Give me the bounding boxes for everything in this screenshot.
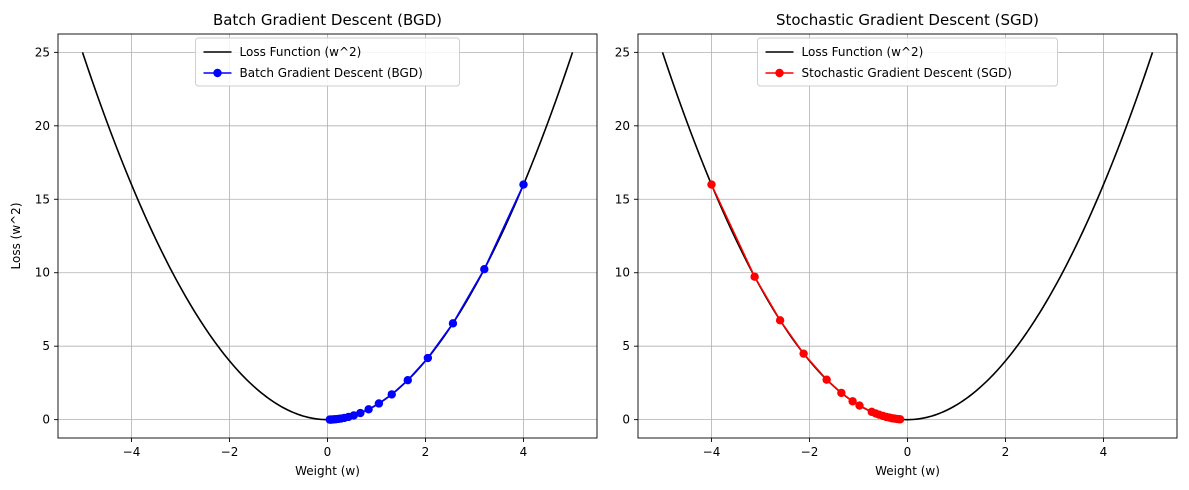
- y-tick-label-5: 25: [615, 45, 630, 59]
- x-axis-label: Weight (w): [875, 464, 940, 478]
- descent-point-4: [822, 375, 831, 384]
- descent-point-0: [707, 180, 716, 189]
- subplot-bgd: −4 −2 0 2 4 0 5 10 15 20 25 Batch Gradient Descent …: [9, 11, 598, 478]
- x-tick-label-0: −4: [703, 445, 721, 459]
- x-tick-label-3: 2: [1002, 445, 1010, 459]
- legend-loss-label: Loss Function (w^2): [240, 45, 362, 59]
- x-tick-label-2: 0: [904, 445, 912, 459]
- x-tick-label-1: −2: [801, 445, 819, 459]
- subplot-sgd: −4 −2 0 2 4 0 5 10 15 20 25 Stochastic Gradient Des…: [615, 11, 1178, 478]
- y-tick-label-0: 0: [622, 413, 630, 427]
- y-tick-label-4: 20: [615, 119, 630, 133]
- x-tick-label-1: −2: [221, 445, 239, 459]
- descent-point-2: [448, 319, 458, 328]
- y-tick-label-2: 10: [615, 266, 630, 280]
- descent-point-6: [374, 399, 384, 408]
- legend-path-label: Stochastic Gradient Descent (SGD): [802, 66, 1012, 80]
- legend-path-marker: [213, 68, 222, 78]
- descent-path-line: [329, 184, 525, 421]
- y-tick-label-5: 25: [35, 45, 50, 59]
- descent-point-2: [775, 316, 785, 325]
- legend: Loss Function (w^2) Stochastic Gradient D…: [757, 37, 1058, 87]
- legend-box: [195, 37, 460, 87]
- y-axis-label: Loss (w^2): [9, 202, 23, 269]
- descent-point-0: [519, 180, 528, 189]
- descent-point-5: [837, 388, 846, 398]
- y-tick-label-1: 5: [622, 339, 630, 353]
- descent-point-7: [364, 405, 373, 414]
- legend-path-marker: [775, 68, 784, 78]
- y-tick-label-1: 5: [42, 339, 50, 353]
- descent-point-20: [325, 415, 334, 424]
- descent-point-1: [750, 272, 759, 281]
- y-tick-label-3: 15: [35, 192, 50, 206]
- x-tick-label-3: 2: [422, 445, 430, 459]
- descent-path-line: [710, 184, 901, 421]
- y-tick-label-4: 20: [35, 119, 50, 133]
- descent-point-5: [387, 390, 396, 399]
- descent-point-3: [423, 353, 433, 363]
- descent-point-18: [895, 415, 905, 424]
- legend-box: [757, 37, 1058, 87]
- descent-point-1: [480, 265, 489, 274]
- descent-point-3: [799, 349, 808, 358]
- legend: Loss Function (w^2) Batch Gradient Descen…: [195, 37, 460, 87]
- x-tick-label-4: 4: [520, 445, 528, 459]
- x-tick-label-2: 0: [324, 445, 332, 459]
- descent-point-8: [356, 408, 365, 418]
- loss-curve-line: [661, 52, 1154, 421]
- descent-point-7: [855, 401, 864, 410]
- x-tick-label-0: −4: [123, 445, 141, 459]
- x-tick-label-4: 4: [1100, 445, 1108, 459]
- x-axis-label: Weight (w): [295, 464, 360, 478]
- chart-title: Stochastic Gradient Descent (SGD): [776, 11, 1039, 29]
- legend-path-label: Batch Gradient Descent (BGD): [240, 66, 423, 80]
- y-tick-label-2: 10: [35, 266, 50, 280]
- y-tick-label-0: 0: [42, 413, 50, 427]
- descent-point-6: [848, 397, 857, 406]
- legend-loss-label: Loss Function (w^2): [802, 45, 924, 59]
- descent-point-4: [403, 376, 412, 385]
- chart-title: Batch Gradient Descent (BGD): [213, 11, 442, 29]
- y-tick-label-3: 15: [615, 192, 630, 206]
